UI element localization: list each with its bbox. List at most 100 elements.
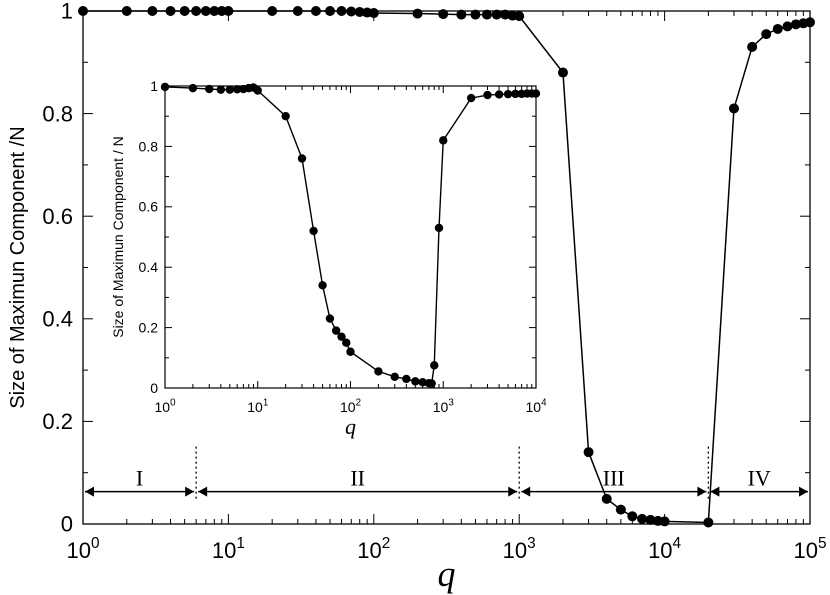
data-point [434, 223, 444, 233]
data-point [503, 89, 513, 99]
region-label: II [350, 466, 365, 491]
x-tick-exponent: 3 [448, 398, 454, 409]
data-point [494, 90, 504, 99]
x-tick-base: 10 [66, 538, 90, 563]
data-point [430, 361, 439, 370]
data-point [411, 377, 420, 386]
x-tick-label: 103 [503, 535, 536, 563]
region-arrowhead-right [799, 486, 808, 497]
data-point [790, 19, 801, 30]
data-point [354, 7, 365, 18]
region-label: III [603, 466, 625, 491]
x-tick-base: 10 [433, 399, 449, 415]
y-tick-label: 0.4 [42, 307, 73, 332]
data-point [703, 517, 714, 528]
y-tick-label: 1 [61, 0, 73, 24]
data-point [292, 6, 303, 16]
y-tick-label: 0.8 [42, 101, 73, 126]
y-tick-label: 1 [150, 78, 158, 94]
x-tick-label: 102 [357, 535, 390, 563]
region-arrowhead-right [697, 486, 707, 497]
data-point [253, 86, 262, 95]
x-tick-base: 10 [503, 538, 527, 563]
y-tick-label: 0.8 [139, 138, 159, 154]
data-point [318, 281, 327, 290]
region-arrowhead-right [185, 486, 195, 497]
data-point [216, 85, 226, 94]
data-point [427, 379, 436, 388]
data-point [601, 493, 612, 504]
y-tick-label: 0.4 [139, 259, 159, 275]
data-point [531, 89, 541, 98]
data-point [223, 6, 234, 16]
data-point [368, 8, 379, 19]
x-tick-base: 10 [154, 399, 170, 415]
data-point [439, 136, 448, 145]
data-point [78, 6, 88, 16]
data-point [456, 9, 467, 20]
x-tick-exponent: 1 [263, 398, 268, 409]
x-tick-base: 10 [212, 538, 236, 563]
x-tick-base: 10 [525, 399, 541, 415]
x-tick-exponent: 2 [356, 398, 361, 409]
data-point [188, 83, 198, 93]
data-point [645, 514, 656, 525]
data-point [514, 11, 525, 22]
data-point [165, 6, 176, 16]
region-arrowhead-left [85, 486, 94, 497]
x-tick-label: 100 [66, 535, 99, 563]
data-point [310, 6, 321, 16]
data-point [557, 67, 568, 78]
region-arrowhead-left [198, 486, 208, 497]
x-tick-base: 10 [648, 538, 672, 563]
y-tick-label: 0.2 [139, 320, 159, 336]
x-tick-exponent: 5 [818, 535, 827, 552]
data-point [179, 6, 190, 16]
data-point [627, 511, 638, 522]
y-tick-label: 0 [61, 512, 73, 537]
region-arrowhead-left [521, 486, 531, 497]
data-point [438, 9, 449, 20]
data-point [390, 372, 399, 382]
data-point [121, 6, 132, 16]
data-point [205, 84, 214, 94]
data-point [728, 103, 739, 114]
data-point [331, 326, 341, 335]
data-point [336, 6, 347, 16]
x-tick-base: 10 [793, 538, 817, 563]
x-tick-exponent: 1 [236, 535, 245, 552]
x-tick-label: 104 [525, 398, 547, 415]
x-tick-label: 103 [433, 398, 455, 415]
data-point [412, 8, 423, 19]
x-axis-title: q [345, 414, 356, 439]
data-point [267, 6, 278, 16]
data-point [191, 6, 202, 16]
y-tick-label: 0.2 [42, 409, 73, 434]
data-point [637, 513, 648, 524]
x-tick-exponent: 2 [382, 535, 391, 552]
x-tick-label: 104 [648, 535, 681, 563]
x-tick-exponent: 0 [170, 398, 176, 409]
x-tick-exponent: 4 [541, 398, 547, 409]
data-point [209, 6, 220, 16]
region-label: IV [748, 466, 771, 491]
region-arrowhead-left [710, 486, 720, 497]
data-point [232, 85, 242, 94]
x-axis-title: q [438, 554, 456, 594]
data-point [309, 226, 318, 236]
x-tick-base: 10 [340, 399, 356, 415]
data-point [325, 314, 335, 323]
data-point [761, 29, 772, 40]
data-point [659, 516, 670, 527]
data-point [374, 367, 383, 376]
x-tick-base: 10 [357, 538, 381, 563]
x-tick-exponent: 0 [91, 535, 100, 552]
data-point [782, 21, 793, 32]
data-point [615, 504, 626, 515]
data-point [346, 347, 355, 356]
data-point [747, 41, 758, 52]
data-point [805, 17, 815, 28]
data-point [346, 6, 357, 17]
data-point [483, 90, 492, 100]
